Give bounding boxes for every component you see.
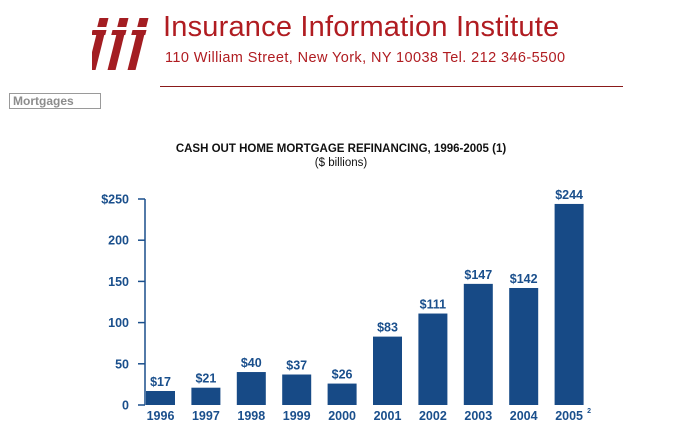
org-address: 110 William Street, New York, NY 10038 T… xyxy=(165,50,566,66)
x-tick-label: 1997 xyxy=(192,409,220,423)
bar-value-label: $83 xyxy=(377,321,398,335)
y-tick-label: $250 xyxy=(101,193,129,207)
y-tick-label: 100 xyxy=(108,316,129,330)
x-tick-label: 2005 xyxy=(555,409,583,423)
mortgages-section-link[interactable]: Mortgages xyxy=(9,93,101,109)
y-tick-label: 50 xyxy=(115,357,129,371)
y-tick-label: 150 xyxy=(108,275,129,289)
x-tick-label: 2004 xyxy=(510,409,538,423)
y-tick-label: 200 xyxy=(108,234,129,248)
bar xyxy=(146,390,175,405)
x-tick-footnote: 2 xyxy=(587,408,591,415)
bar xyxy=(191,387,221,405)
bar-value-label: $40 xyxy=(241,356,262,370)
org-name: Insurance Information Institute xyxy=(163,11,560,43)
bar-value-label: $142 xyxy=(510,272,538,286)
y-tick-label: 0 xyxy=(122,399,129,413)
header-divider xyxy=(160,86,623,87)
bar xyxy=(509,287,539,405)
x-tick-label: 2001 xyxy=(374,409,402,423)
bar xyxy=(327,383,357,405)
x-tick-label: 1999 xyxy=(283,409,311,423)
bar xyxy=(236,372,266,405)
bar-value-label: $37 xyxy=(286,359,307,373)
bar xyxy=(554,203,584,405)
bar-value-label: $147 xyxy=(464,268,492,282)
x-tick-label: 2002 xyxy=(419,409,447,423)
x-tick-label: 1996 xyxy=(147,409,175,423)
bar xyxy=(463,283,493,405)
x-tick-label: 2000 xyxy=(328,409,356,423)
bar-value-label: $111 xyxy=(420,298,446,312)
bar-value-label: $17 xyxy=(150,375,171,389)
iii-logo-icon xyxy=(92,18,149,70)
x-tick-label: 2003 xyxy=(464,409,492,423)
chart-title: CASH OUT HOME MORTGAGE REFINANCING, 1996… xyxy=(175,143,507,155)
bar-value-label: $244 xyxy=(555,188,583,202)
bar xyxy=(282,374,312,405)
bar xyxy=(373,336,402,405)
bar xyxy=(418,313,448,405)
bar-value-label: $26 xyxy=(332,368,353,382)
chart-subtitle: ($ billions) xyxy=(314,157,368,169)
bar-value-label: $21 xyxy=(195,372,216,386)
x-tick-label: 1998 xyxy=(237,409,265,423)
